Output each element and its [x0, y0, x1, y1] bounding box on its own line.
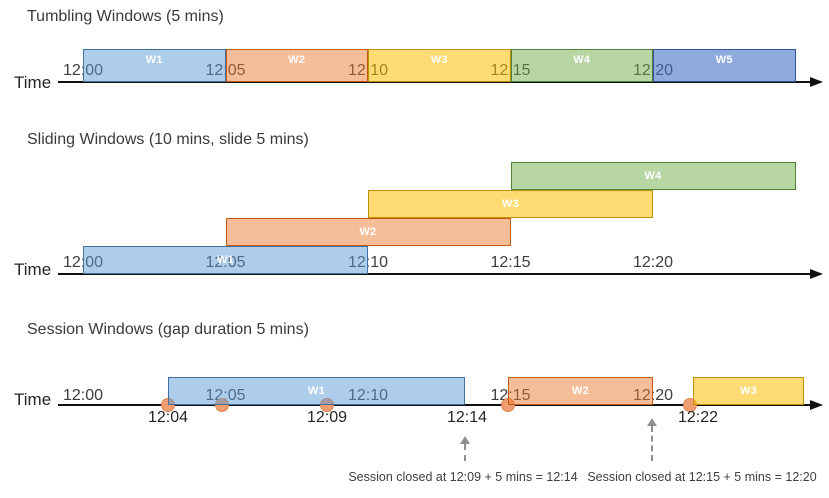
window-label: W3 — [430, 54, 448, 66]
tick-label: 12:20 — [632, 254, 674, 271]
window-label: W3 — [501, 198, 520, 210]
tick-label: 12:00 — [62, 387, 104, 404]
session-callout-text: Session closed at 12:15 + 5 mins = 12:20 — [587, 470, 817, 484]
window-w2: W2 — [225, 49, 368, 82]
section-title-tumbling: Tumbling Windows (5 mins) — [27, 8, 224, 25]
window-label: W2 — [571, 385, 590, 397]
window-w2: W2 — [508, 377, 653, 405]
window-label: W1 — [216, 254, 235, 266]
window-label: W2 — [288, 54, 306, 66]
callout-dashed-line — [651, 426, 653, 461]
window-label: W3 — [739, 385, 758, 397]
window-w1: W1 — [168, 377, 465, 405]
window-w1: W1 — [83, 49, 226, 82]
time-axis-label: Time — [14, 73, 52, 92]
window-w2: W2 — [225, 218, 511, 246]
window-label: W5 — [715, 54, 733, 66]
window-w3: W3 — [693, 377, 804, 405]
event-time-label: 12:09 — [306, 409, 348, 426]
up-arrow-icon — [460, 436, 470, 444]
timeline-arrow-icon — [810, 269, 823, 279]
window-label: W1 — [307, 385, 326, 397]
time-axis-label: Time — [14, 390, 52, 409]
timeline-arrow-icon — [810, 77, 823, 87]
event-time-label: 12:04 — [147, 409, 189, 426]
section-title-sliding: Sliding Windows (10 mins, slide 5 mins) — [27, 131, 309, 148]
timeline-tumbling — [58, 81, 810, 83]
timeline-arrow-icon — [810, 400, 823, 410]
window-w3: W3 — [368, 49, 511, 82]
callout-dashed-line — [464, 444, 466, 461]
window-w1: W1 — [83, 246, 368, 274]
section-title-session: Session Windows (gap duration 5 mins) — [27, 321, 309, 338]
timeline-sliding — [58, 273, 810, 275]
time-axis-label: Time — [14, 260, 52, 279]
window-w4: W4 — [510, 49, 653, 82]
window-label: W1 — [145, 54, 163, 66]
session-callout-text: Session closed at 12:09 + 5 mins = 12:14 — [348, 470, 578, 484]
window-label: W2 — [359, 226, 377, 238]
window-w3: W3 — [368, 190, 653, 218]
window-w5: W5 — [653, 49, 796, 82]
window-w4: W4 — [510, 162, 796, 190]
window-label: W4 — [573, 54, 591, 66]
up-arrow-icon — [647, 418, 657, 426]
event-time-label: 12:22 — [677, 409, 719, 426]
event-time-label: 12:14 — [446, 409, 488, 426]
window-label: W4 — [644, 170, 662, 182]
tick-label: 12:15 — [490, 254, 531, 271]
timeline-session — [58, 404, 810, 406]
